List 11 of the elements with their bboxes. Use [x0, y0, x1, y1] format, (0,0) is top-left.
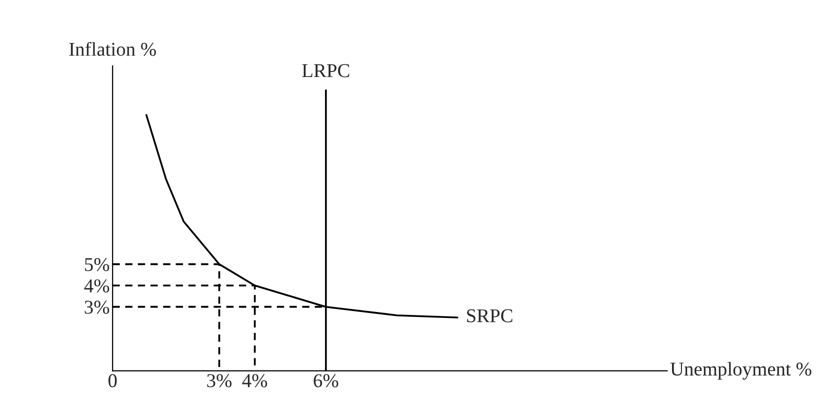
y-tick-label: 3% — [84, 300, 110, 314]
series-label: SRPC — [467, 309, 512, 322]
y-axis-title: Inflation % — [69, 42, 156, 56]
x-tick-label: 3% — [207, 374, 232, 388]
y-tick-label: 4% — [84, 279, 110, 293]
x-tick-label: 0 — [108, 374, 117, 388]
y-tick-label: 5% — [85, 258, 110, 272]
x-axis-title: Unemployment % — [670, 362, 812, 380]
ref-line-label: LRPC — [302, 64, 350, 78]
x-tick-label: 4% — [242, 374, 268, 388]
x-tick-label: 6% — [314, 374, 338, 388]
